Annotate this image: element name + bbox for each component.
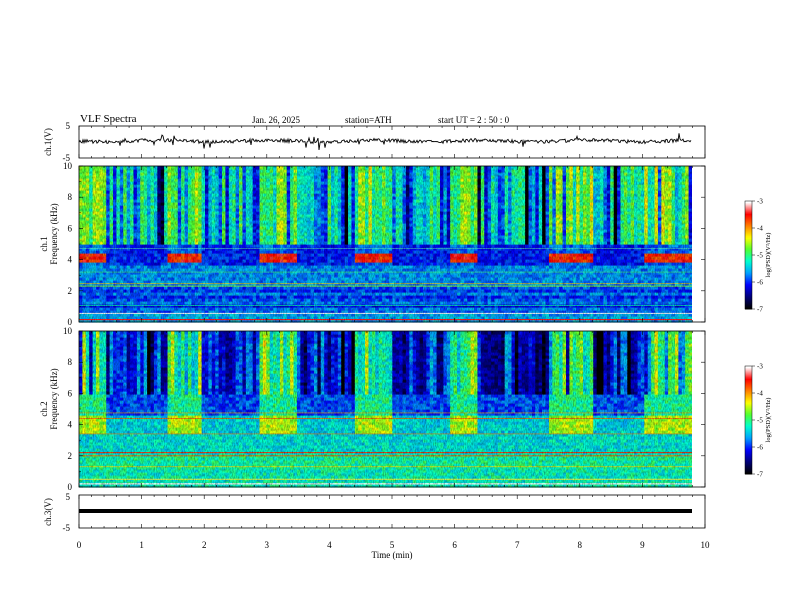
ch1-waveform-frame	[78, 125, 706, 159]
ch1-waveform-panel: 5 -5 ch.1(V)	[43, 121, 706, 163]
figure-title: VLF Spectra	[80, 113, 137, 125]
station-label: station=ATH	[345, 115, 392, 125]
date-label: Jan. 26, 2025	[252, 115, 300, 125]
ch1-waveform-trace	[78, 133, 692, 150]
start-time-label: start UT = 2 : 50 : 0	[438, 115, 510, 125]
ch1-waveform-ytick-bottom: -5	[63, 153, 71, 163]
ch1-waveform-ylabel: ch.1(V)	[43, 128, 53, 156]
ch1-waveform-ytick-top: 5	[66, 121, 71, 131]
